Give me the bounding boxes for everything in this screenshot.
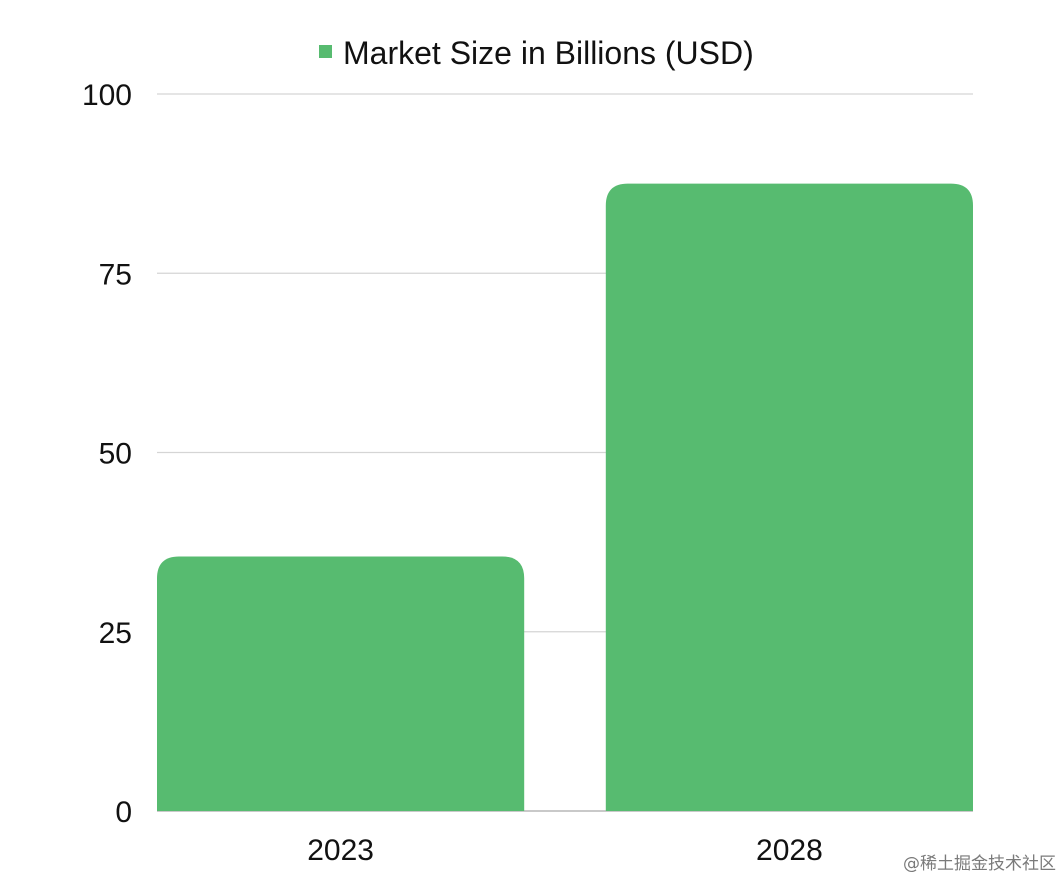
y-tick-label: 0 bbox=[115, 796, 132, 829]
y-tick-label: 25 bbox=[99, 617, 132, 650]
x-tick-label: 2023 bbox=[307, 834, 374, 867]
y-tick-label: 75 bbox=[99, 258, 132, 291]
legend: Market Size in Billions (USD) bbox=[319, 35, 754, 71]
y-tick-label: 50 bbox=[99, 438, 132, 471]
watermark: @稀土掘金技术社区 bbox=[903, 854, 1056, 874]
x-axis-tick-labels: 2023 2028 bbox=[307, 834, 823, 867]
y-axis-tick-labels: 0 25 50 75 100 bbox=[82, 79, 132, 829]
bars bbox=[157, 183, 973, 811]
y-tick-label: 100 bbox=[82, 79, 132, 112]
bar-2023 bbox=[157, 556, 525, 811]
legend-swatch bbox=[319, 45, 332, 58]
legend-label: Market Size in Billions (USD) bbox=[343, 35, 754, 71]
x-tick-label: 2028 bbox=[756, 834, 823, 867]
bar-2028 bbox=[605, 183, 973, 811]
